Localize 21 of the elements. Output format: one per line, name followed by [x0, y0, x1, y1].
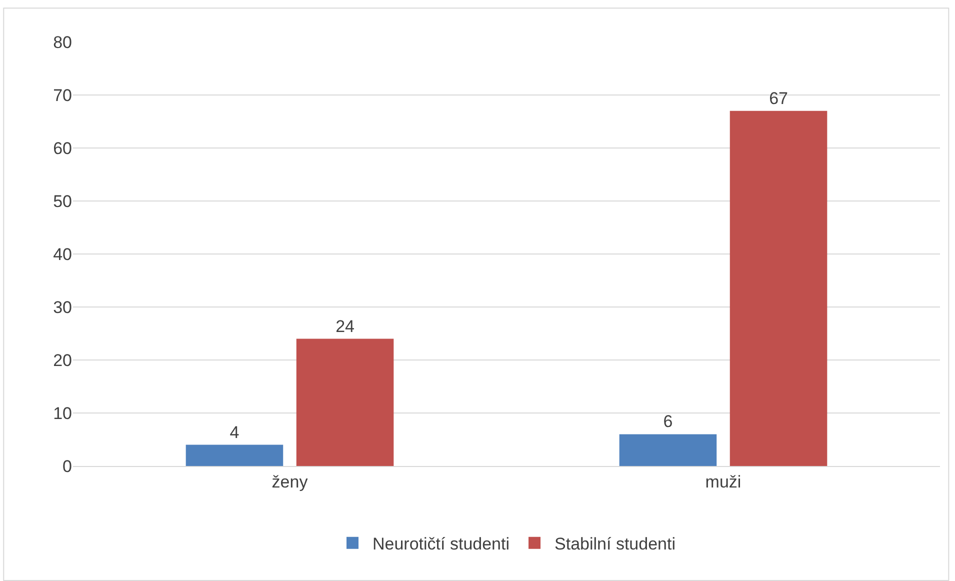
y-tick-label: 60 — [53, 138, 72, 158]
y-tick-label: 80 — [53, 32, 72, 52]
data-label: 67 — [769, 88, 788, 108]
y-tick-label: 20 — [53, 350, 72, 370]
y-tick-label: 0 — [62, 456, 72, 476]
data-label: 6 — [663, 412, 673, 432]
x-tick-label: ženy — [272, 472, 308, 492]
bar — [186, 444, 284, 466]
legend-label: Stabilní studenti — [554, 534, 676, 554]
x-tick-label: muži — [705, 472, 742, 492]
bar — [730, 110, 828, 466]
legend-label: Neurotičtí studenti — [372, 534, 510, 554]
y-tick-label: 70 — [53, 86, 72, 105]
bar — [296, 338, 394, 466]
y-tick-label: 50 — [53, 192, 72, 211]
data-label: 24 — [336, 316, 354, 336]
y-tick-label: 10 — [53, 404, 72, 423]
data-label: 4 — [230, 422, 240, 442]
bar — [619, 434, 717, 466]
y-tick-label: 40 — [53, 244, 72, 264]
y-tick-label: 30 — [53, 298, 72, 317]
